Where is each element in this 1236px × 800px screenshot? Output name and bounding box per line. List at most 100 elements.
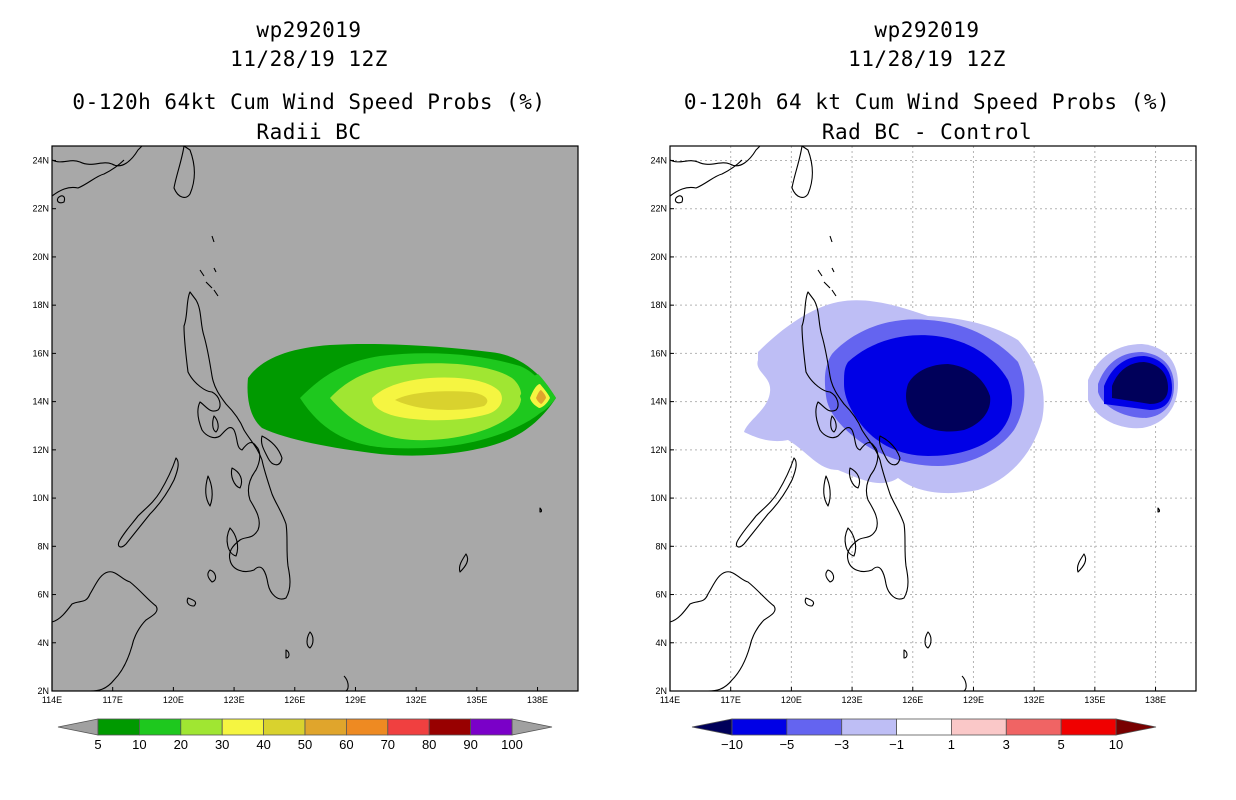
right-colorbar-label: −10 (721, 737, 743, 752)
right-colorbar-label: 1 (948, 737, 955, 752)
left-lat-label: 4N (37, 638, 49, 648)
left-lat-label: 18N (32, 300, 49, 310)
right-panel: wp292019 11/28/19 12Z 0-120h 64 kt Cum W… (618, 0, 1236, 800)
right-colorbar-swatch (896, 718, 952, 736)
right-colorbar-label: 5 (1058, 737, 1065, 752)
right-colorbar-label: −5 (779, 737, 794, 752)
right-colorbar-swatch (731, 718, 788, 736)
left-colorbar-swatch (345, 718, 389, 736)
left-colorbar-swatch (221, 718, 264, 736)
left-colorbar-label: 80 (422, 737, 436, 752)
left-lat-label: 16N (32, 348, 49, 358)
right-contour-minus10-east (1112, 362, 1168, 404)
right-lat-label: 24N (650, 155, 667, 165)
right-lat-label: 20N (650, 252, 667, 262)
right-lat-label: 4N (655, 638, 667, 648)
left-lon-label: 114E (42, 695, 62, 705)
left-lat-label: 2N (37, 686, 49, 696)
left-lat-label: 10N (32, 493, 49, 503)
right-difference-contours (744, 300, 1178, 494)
left-coastlines (51, 145, 543, 692)
right-colorbar-label: 3 (1003, 737, 1010, 752)
right-title-date: 11/28/19 12Z (848, 47, 1006, 71)
left-contour-peak-east-orange (536, 390, 546, 404)
left-title-date: 11/28/19 12Z (230, 47, 388, 71)
left-contour-40 (395, 391, 488, 410)
left-title-experiment: Radii BC (256, 120, 362, 144)
right-title-experiment: Rad BC - Control (821, 120, 1033, 144)
left-lon-label: 126E (284, 695, 305, 705)
left-colorbar-swatch (263, 718, 306, 736)
left-title-product: 0-120h 64kt Cum Wind Speed Probs (%) (72, 90, 546, 114)
right-lat-label: 6N (655, 590, 667, 600)
right-lat-label: 8N (655, 541, 667, 551)
left-colorbar-extend-low (57, 718, 99, 736)
right-map-frame (669, 145, 1197, 692)
left-lon-label: 123E (224, 695, 245, 705)
right-lat-label: 12N (650, 445, 667, 455)
right-colorbar-extend-low (691, 718, 733, 736)
right-colorbar-extend-high (1115, 718, 1157, 736)
left-colorbar-swatch (428, 718, 472, 736)
left-lat-label: 22N (32, 204, 49, 214)
left-colorbar-label: 60 (339, 737, 353, 752)
right-lon-label: 114E (660, 695, 680, 705)
right-contour-minus10 (906, 364, 991, 432)
right-lat-label: 14N (650, 397, 667, 407)
right-lon-label: 135E (1084, 695, 1105, 705)
left-map-frame (51, 145, 579, 692)
right-colorbar-swatch (1005, 718, 1062, 736)
right-colorbar-label: −3 (834, 737, 849, 752)
left-lat-label: 14N (32, 397, 49, 407)
left-colorbar-label: 20 (174, 737, 188, 752)
right-colorbar-swatch (786, 718, 843, 736)
right-lon-label: 138E (1145, 695, 1166, 705)
left-colorbar-extend-high (511, 718, 553, 736)
right-coastlines (669, 145, 1161, 692)
right-lat-label: 16N (650, 348, 667, 358)
right-lon-label: 126E (902, 695, 923, 705)
right-lat-label: 18N (650, 300, 667, 310)
left-colorbar-label: 10 (132, 737, 146, 752)
right-title-product: 0-120h 64 kt Cum Wind Speed Probs (%) (683, 90, 1171, 114)
right-colorbar-swatch (951, 718, 1007, 736)
left-lon-label: 135E (466, 695, 487, 705)
left-lon-label: 138E (527, 695, 548, 705)
left-colorbar-swatch (304, 718, 347, 736)
left-panel: wp292019 11/28/19 12Z 0-120h 64kt Cum Wi… (32, 18, 579, 752)
left-probability-contours (247, 343, 556, 456)
right-title-storm-id: wp292019 (874, 18, 980, 42)
left-colorbar: 5 10 20 30 40 50 60 70 80 90 100 (57, 718, 553, 752)
right-lat-label: 2N (655, 686, 667, 696)
right-colorbar: −10 −5 −3 −1 1 3 5 10 (691, 718, 1157, 752)
left-lat-label: 20N (32, 252, 49, 262)
left-colorbar-label: 90 (463, 737, 477, 752)
right-lon-label: 120E (781, 695, 802, 705)
left-lon-label: 129E (345, 695, 366, 705)
right-lon-label: 132E (1024, 695, 1045, 705)
left-colorbar-label: 5 (94, 737, 101, 752)
left-title-storm-id: wp292019 (256, 18, 362, 42)
left-colorbar-label: 30 (215, 737, 229, 752)
right-colorbar-label: −1 (889, 737, 904, 752)
left-colorbar-swatch (180, 718, 223, 736)
right-lon-label: 123E (842, 695, 863, 705)
left-lat-label: 8N (37, 541, 49, 551)
left-lon-label: 117E (103, 695, 123, 705)
left-lon-label: 132E (406, 695, 427, 705)
right-lat-label: 10N (650, 493, 667, 503)
right-colorbar-swatch (1060, 718, 1117, 736)
left-colorbar-swatch (138, 718, 182, 736)
left-colorbar-label: 100 (501, 737, 523, 752)
left-lat-label: 24N (32, 155, 49, 165)
left-lat-label: 6N (37, 590, 49, 600)
right-lon-label: 117E (721, 695, 741, 705)
left-colorbar-swatch (97, 718, 140, 736)
right-lon-label: 129E (963, 695, 984, 705)
right-lat-label: 22N (650, 204, 667, 214)
left-colorbar-swatch (470, 718, 513, 736)
